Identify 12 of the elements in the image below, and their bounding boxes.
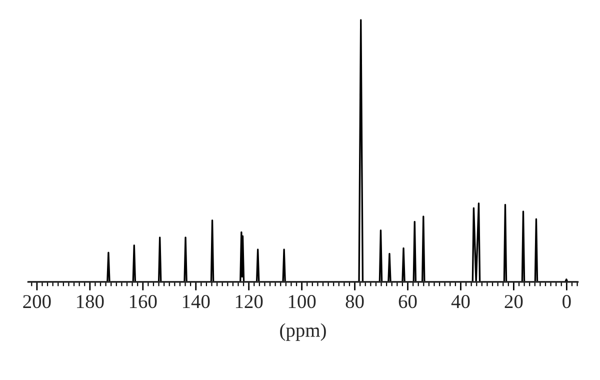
x-tick-label: 140: [182, 295, 210, 308]
x-tick-label: 20: [504, 295, 523, 308]
x-axis-title: (ppm): [280, 323, 326, 341]
x-tick-label: 120: [236, 295, 263, 308]
x-tick-label: 180: [77, 295, 104, 308]
x-tick-label: 60: [398, 295, 417, 308]
x-tick-label: 40: [451, 295, 470, 308]
x-tick-label: 80: [346, 295, 364, 308]
x-tick-label: 160: [130, 295, 157, 308]
x-tick-label: 100: [288, 295, 316, 308]
x-tick-label: 200: [23, 295, 51, 308]
x-tick-label: 0: [562, 295, 571, 308]
